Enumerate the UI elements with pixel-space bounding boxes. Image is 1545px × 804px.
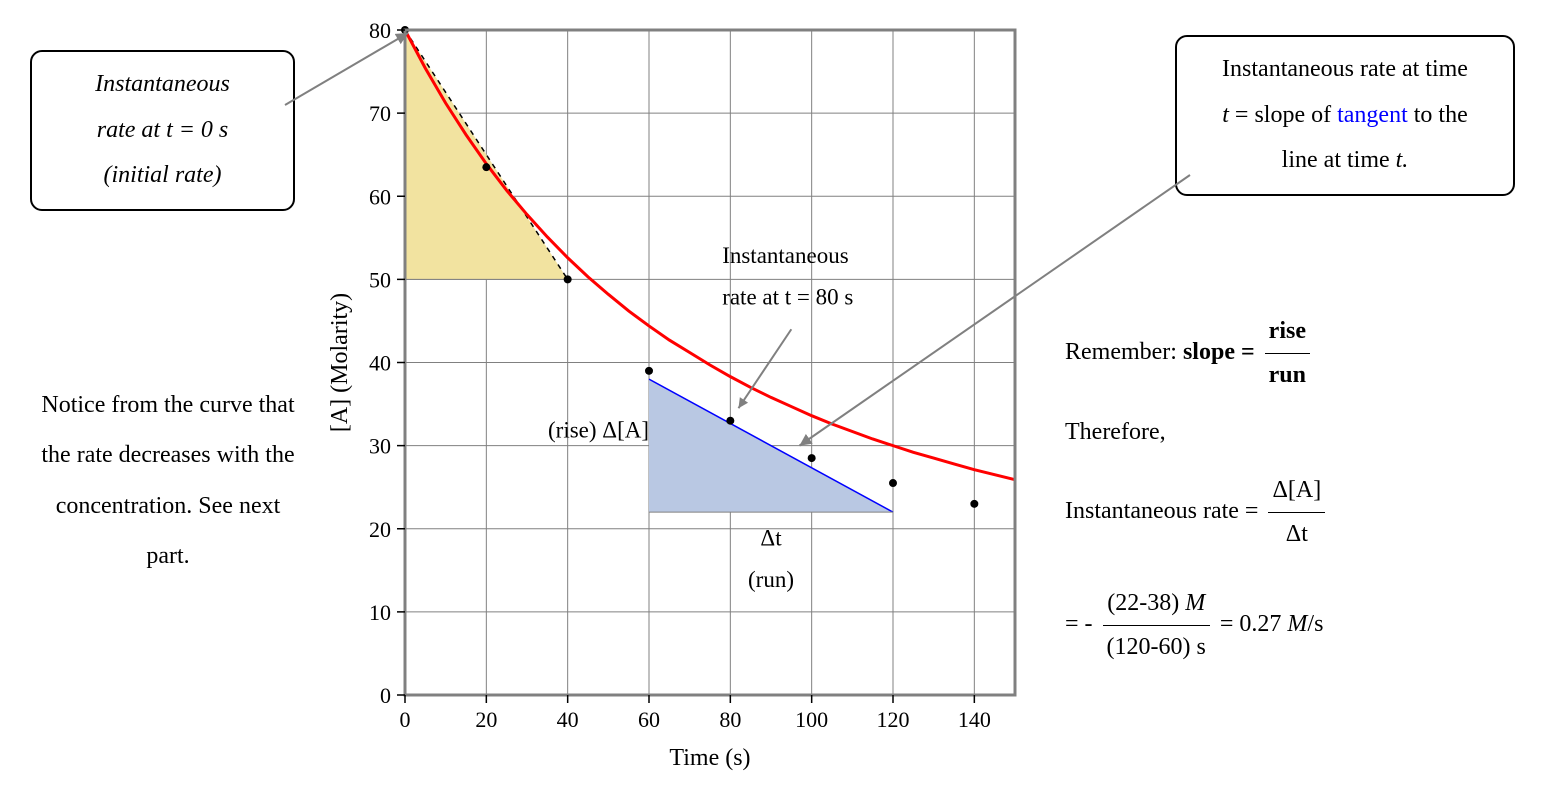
svg-text:rate at t = 80 s: rate at t = 80 s	[722, 284, 853, 309]
svg-text:100: 100	[795, 707, 828, 732]
svg-text:20: 20	[369, 517, 391, 542]
svg-text:Δt: Δt	[760, 525, 782, 550]
svg-text:30: 30	[369, 434, 391, 459]
left-callout-line2: rate at t = 0 s	[50, 108, 275, 154]
remember-line: Remember: slope = riserun	[1065, 310, 1515, 397]
right-callout-box: Instantaneous rate at time t = slope of …	[1175, 35, 1515, 196]
tangent-word: tangent	[1337, 102, 1408, 128]
svg-text:50: 50	[369, 267, 391, 292]
right-math-block: Remember: slope = riserun Therefore, Ins…	[1065, 310, 1515, 669]
right-callout-line3: line at time t.	[1195, 138, 1495, 184]
svg-text:0: 0	[400, 707, 411, 732]
figure-container: Instantaneous rate at t = 0 s (initial r…	[20, 20, 1525, 784]
svg-text:80: 80	[369, 20, 391, 43]
svg-text:80: 80	[719, 707, 741, 732]
left-callout-box: Instantaneous rate at t = 0 s (initial r…	[30, 50, 295, 211]
svg-text:140: 140	[958, 707, 991, 732]
svg-text:70: 70	[369, 101, 391, 126]
therefore-line: Therefore,	[1065, 411, 1515, 454]
left-callout-line1: Instantaneous	[50, 62, 275, 108]
svg-text:40: 40	[369, 351, 391, 376]
calc-line: = - (22-38) M (120-60) s = 0.27 M/s	[1065, 582, 1515, 669]
svg-text:60: 60	[369, 184, 391, 209]
left-note: Notice from the curve that the rate decr…	[38, 380, 298, 582]
right-callout-line2: t = slope of tangent to the	[1195, 93, 1495, 139]
svg-text:10: 10	[369, 600, 391, 625]
svg-text:[A] (Molarity): [A] (Molarity)	[327, 293, 353, 432]
svg-text:0: 0	[380, 683, 391, 708]
svg-text:60: 60	[638, 707, 660, 732]
right-callout-line1: Instantaneous rate at time	[1195, 47, 1495, 93]
svg-text:20: 20	[475, 707, 497, 732]
chart-area: 0 20 40 60 80 100 120 140 0 10 20 30 40 50 60 70 80 Time …	[320, 20, 1030, 780]
svg-text:40: 40	[557, 707, 579, 732]
left-callout-line3: (initial rate)	[50, 153, 275, 199]
chart-svg: 0 20 40 60 80 100 120 140 0 10 20 30 40 50 60 70 80 Time …	[320, 20, 1030, 780]
svg-text:120: 120	[877, 707, 910, 732]
inst-rate-eq: Instantaneous rate = Δ[A]Δt	[1065, 469, 1515, 556]
svg-text:Instantaneous: Instantaneous	[722, 243, 849, 268]
svg-text:(run): (run)	[748, 567, 794, 592]
svg-text:(rise) Δ[A]: (rise) Δ[A]	[548, 417, 649, 442]
svg-text:Time (s): Time (s)	[669, 745, 750, 771]
